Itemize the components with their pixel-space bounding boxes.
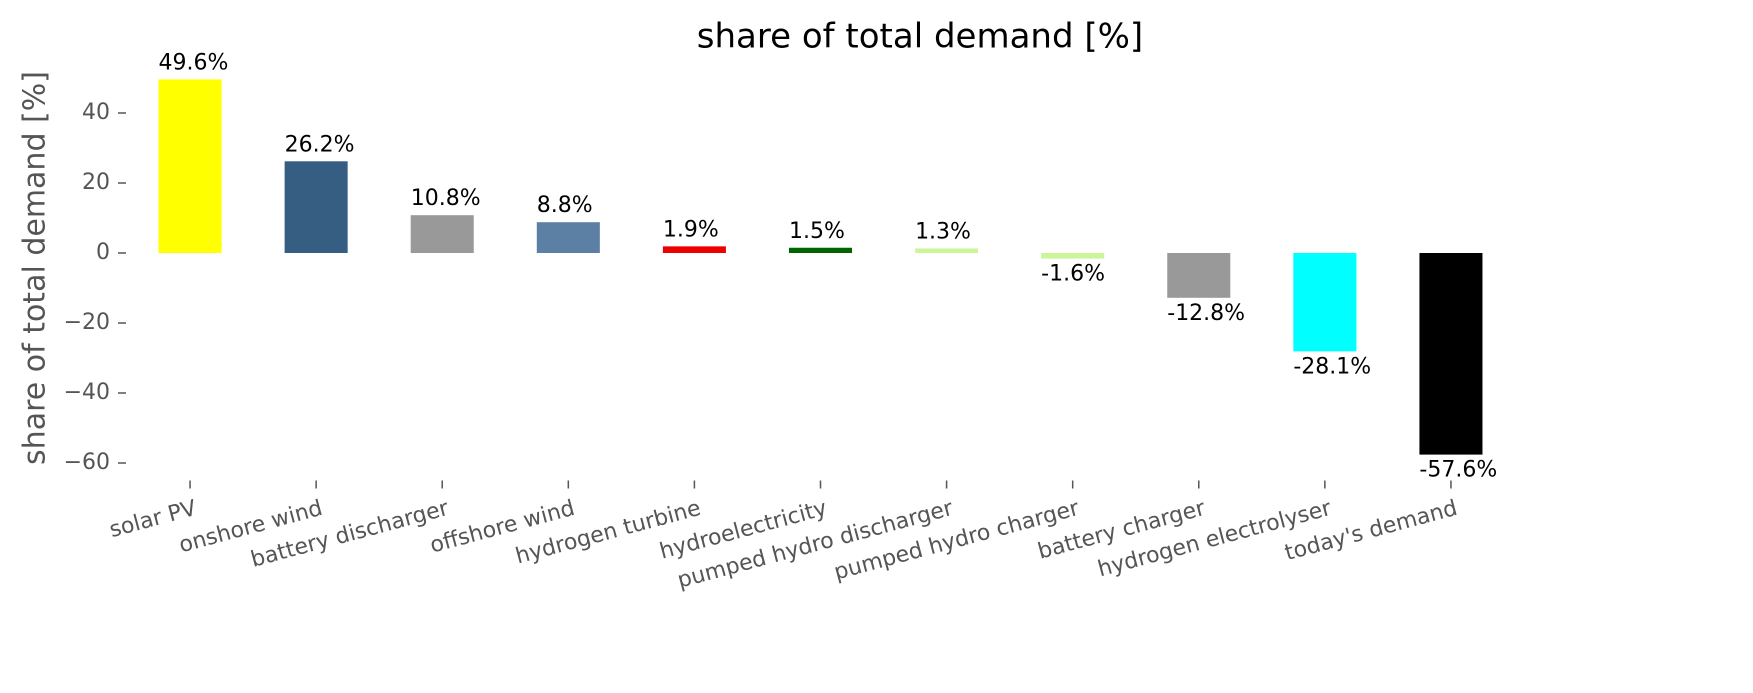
bar (158, 79, 222, 254)
value-label: -1.6% (1041, 262, 1105, 287)
value-label: 8.8% (537, 193, 593, 218)
y-tick-label: 20 (82, 170, 110, 195)
y-tick-label: −40 (64, 380, 110, 405)
y-axis-label: share of total demand [%] (18, 71, 53, 465)
value-label: 26.2% (285, 132, 355, 157)
y-tick-label: 0 (96, 240, 110, 265)
value-label: -28.1% (1293, 354, 1371, 379)
y-tick-label: −20 (64, 310, 110, 335)
bar (410, 215, 474, 253)
value-label: 1.9% (663, 217, 719, 242)
bar (788, 247, 853, 253)
bar (1167, 253, 1231, 298)
bar (915, 248, 979, 253)
value-label: 10.8% (411, 186, 481, 211)
bar (1419, 253, 1483, 455)
bar (1041, 253, 1105, 259)
value-label: 1.5% (789, 219, 845, 244)
chart-title: share of total demand [%] (697, 17, 1143, 57)
value-label: 1.3% (915, 219, 971, 244)
y-tick-label: 40 (82, 100, 110, 125)
bar (284, 161, 348, 253)
bar (536, 222, 600, 253)
bar (1293, 253, 1357, 352)
bar (662, 246, 726, 253)
value-label: 49.6% (159, 50, 229, 75)
y-tick-label: −60 (64, 450, 110, 475)
value-label: -57.6% (1419, 458, 1497, 483)
value-label: -12.8% (1167, 301, 1245, 326)
